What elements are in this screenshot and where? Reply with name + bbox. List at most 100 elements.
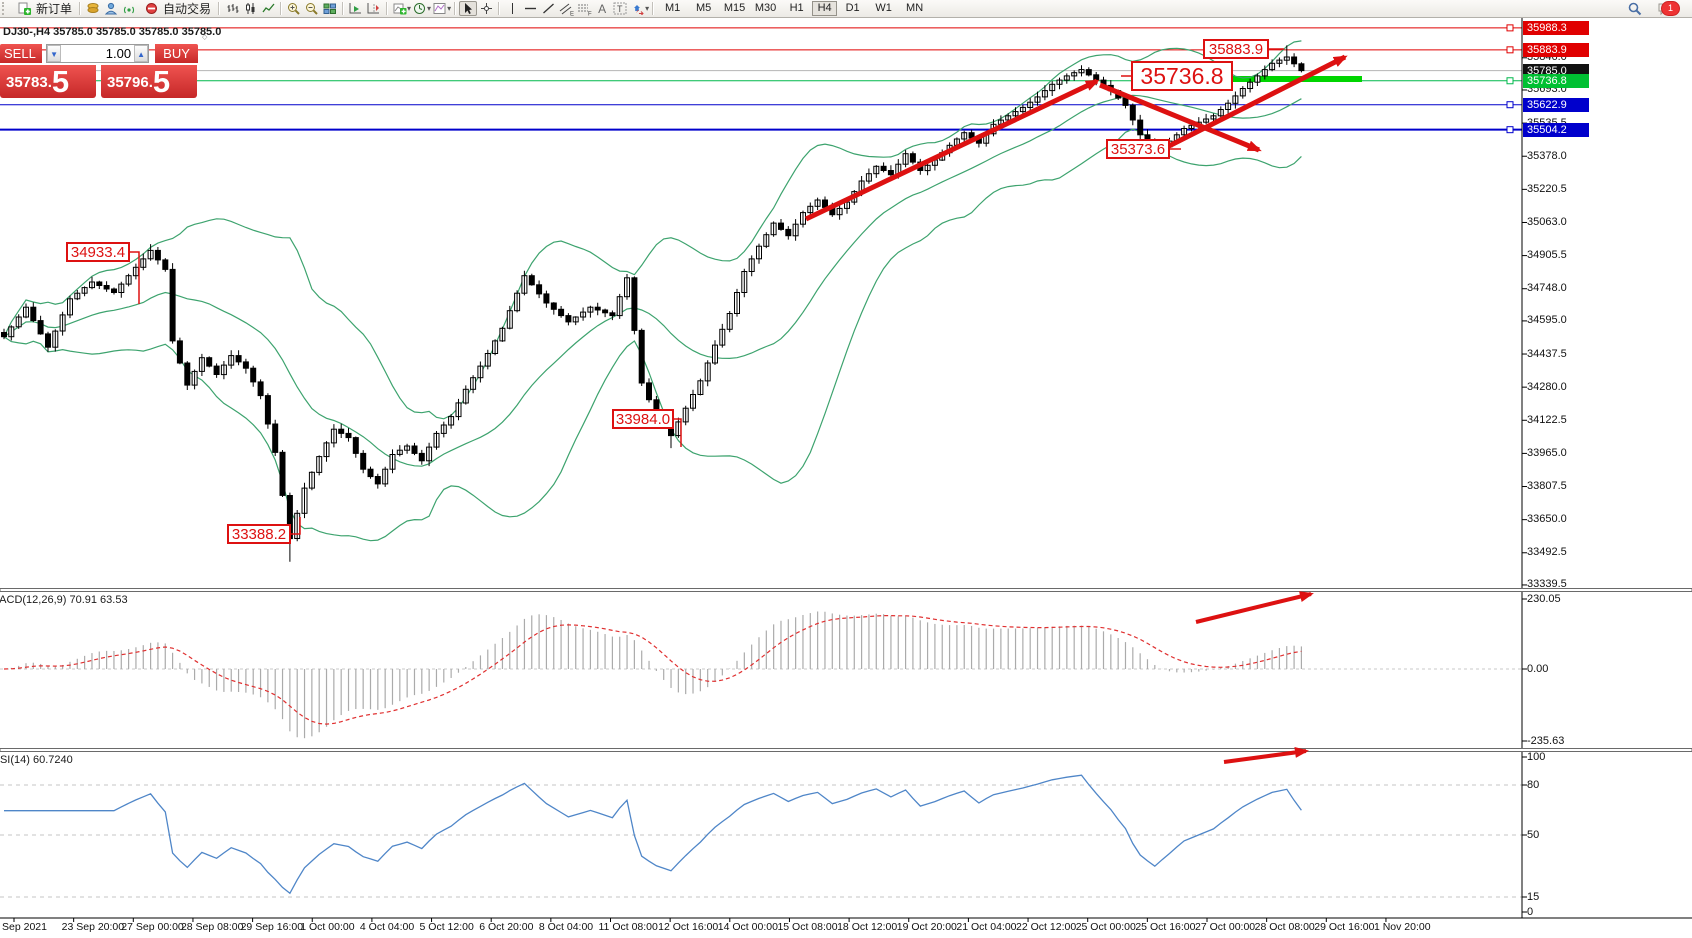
bar-chart-icon[interactable]	[223, 1, 241, 16]
text-icon[interactable]: A	[598, 1, 607, 16]
price-tick: 34905.5	[1527, 249, 1567, 262]
periods-caret[interactable]: ▾	[427, 4, 432, 13]
price-callout[interactable]: 35736.8	[1131, 61, 1233, 91]
price-badge: 35504.2	[1523, 122, 1589, 137]
buy-price[interactable]: 35796. 5	[101, 65, 197, 98]
timeframe-m15[interactable]: M15	[723, 2, 746, 14]
text-label-icon[interactable]: T	[611, 1, 629, 16]
top-toolbar: 新订单 自动交易 ▾ ▾	[0, 0, 1692, 18]
rsi-tick: 0	[1527, 905, 1534, 918]
periods-icon[interactable]	[411, 1, 429, 16]
date-label: 23 Sep 20:00	[61, 921, 125, 933]
date-label: 27 Oct 00:00	[1195, 921, 1256, 933]
date-label: 8 Oct 04:00	[538, 921, 594, 933]
templates-icon[interactable]	[431, 1, 449, 16]
templates-caret[interactable]: ▾	[447, 4, 452, 13]
object-marker: ◇	[202, 34, 208, 41]
notification-badge: 1	[1661, 1, 1680, 16]
tile-windows-icon[interactable]	[321, 1, 339, 16]
price-callout[interactable]: 35373.6	[1106, 139, 1170, 159]
timeframe-mn[interactable]: MN	[906, 2, 924, 14]
vertical-line-icon[interactable]	[503, 1, 521, 16]
volume-increase-button[interactable]: ▲	[134, 45, 149, 62]
new-order-button[interactable]: 新订单	[11, 1, 76, 16]
new-order-icon	[15, 1, 33, 16]
date-label: 27 Sep 00:00	[121, 921, 184, 933]
timeframe-h1[interactable]: H1	[789, 2, 804, 14]
fibonacci-icon[interactable]: F	[575, 1, 593, 16]
arrows-caret[interactable]: ▾	[645, 4, 650, 13]
profile-icon[interactable]	[102, 1, 120, 16]
toolbar-separator	[218, 2, 221, 15]
price-callout[interactable]: 33388.2	[227, 524, 291, 544]
toolbar-separator	[498, 2, 501, 15]
price-badge: 35883.9	[1523, 42, 1589, 57]
toolbar-grip[interactable]	[2, 2, 9, 15]
line-chart-icon[interactable]	[259, 1, 277, 16]
macd-tick: -235.63	[1527, 734, 1565, 747]
rsi-tick: 15	[1527, 890, 1540, 903]
zoom-in-icon[interactable]	[285, 1, 303, 16]
date-label: 12 Oct 16:00	[658, 921, 719, 933]
chart-shift-icon[interactable]	[365, 1, 383, 16]
autotrading-label: 自动交易	[163, 2, 212, 16]
volume-input[interactable]	[61, 45, 135, 62]
toolbar-separator	[652, 2, 655, 15]
price-tick: 33650.0	[1527, 513, 1567, 526]
buy-price-main: 35796.	[107, 74, 153, 91]
date-label: 21 Oct 04:00	[956, 921, 1017, 933]
trendline-icon[interactable]	[539, 1, 557, 16]
sell-price[interactable]: 35783. 5	[0, 65, 96, 98]
chat-icon[interactable]: 1	[1650, 1, 1684, 16]
price-callout[interactable]: 34933.4	[66, 242, 130, 262]
horizontal-line-icon[interactable]	[521, 1, 539, 16]
toolbar-separator	[280, 2, 283, 15]
date-label: 29 Oct 16:00	[1314, 921, 1375, 933]
timeframe-h4[interactable]: H4	[812, 1, 838, 16]
crosshair-icon[interactable]	[477, 1, 495, 16]
date-label: 22 Oct 12:00	[1016, 921, 1077, 933]
sell-price-fraction: 5	[51, 64, 70, 99]
signal-icon[interactable]	[120, 1, 138, 16]
date-label: 6 Oct 20:00	[479, 921, 534, 933]
date-label: 25 Oct 16:00	[1135, 921, 1196, 933]
timeframe-m1[interactable]: M1	[664, 2, 681, 14]
sell-price-main: 35783.	[6, 74, 52, 91]
macd-tick: 0.00	[1527, 662, 1549, 675]
rsi-tick: 100	[1527, 750, 1546, 763]
timeframe-m30[interactable]: M30	[754, 2, 777, 14]
autotrading-button[interactable]: 自动交易	[138, 1, 215, 16]
price-tick: 33965.0	[1527, 446, 1567, 459]
timeframe-m5[interactable]: M5	[695, 2, 712, 14]
buy-button[interactable]: BUY	[155, 44, 198, 63]
date-label: Sep 2021	[2, 921, 47, 933]
coins-icon[interactable]	[84, 1, 102, 16]
equidistant-channel-icon[interactable]: E	[557, 1, 575, 16]
cursor-icon[interactable]	[459, 1, 478, 16]
sell-button[interactable]: SELL	[0, 44, 43, 63]
search-icon[interactable]	[1626, 1, 1644, 16]
volume-stepper: ▼ ▲	[46, 44, 150, 63]
price-callout[interactable]: 33984.0	[612, 409, 674, 429]
rsi-tick: 80	[1527, 778, 1540, 791]
date-label: 19 Oct 20:00	[896, 921, 957, 933]
support-highlight-bar	[1210, 76, 1362, 82]
price-tick: 34595.0	[1527, 314, 1567, 327]
candlestick-icon[interactable]	[241, 1, 259, 16]
toolbar-separator	[454, 2, 457, 15]
date-label: 15 Oct 08:00	[777, 921, 838, 933]
indicators-caret[interactable]: ▾	[407, 4, 412, 13]
price-callout[interactable]: 35883.9	[1203, 39, 1269, 59]
price-tick: 33807.5	[1527, 480, 1567, 493]
auto-scroll-icon[interactable]	[347, 1, 365, 16]
timeframe-d1[interactable]: D1	[845, 2, 860, 14]
new-order-label: 新订单	[36, 2, 73, 16]
zoom-out-icon[interactable]	[303, 1, 321, 16]
indicators-icon[interactable]	[391, 1, 409, 16]
arrows-icon[interactable]	[629, 1, 647, 16]
timeframe-w1[interactable]: W1	[875, 2, 892, 14]
macd-indicator-label: MACD(12,26,9) 70.91 63.53	[0, 594, 128, 606]
volume-decrease-button[interactable]: ▼	[47, 45, 62, 62]
